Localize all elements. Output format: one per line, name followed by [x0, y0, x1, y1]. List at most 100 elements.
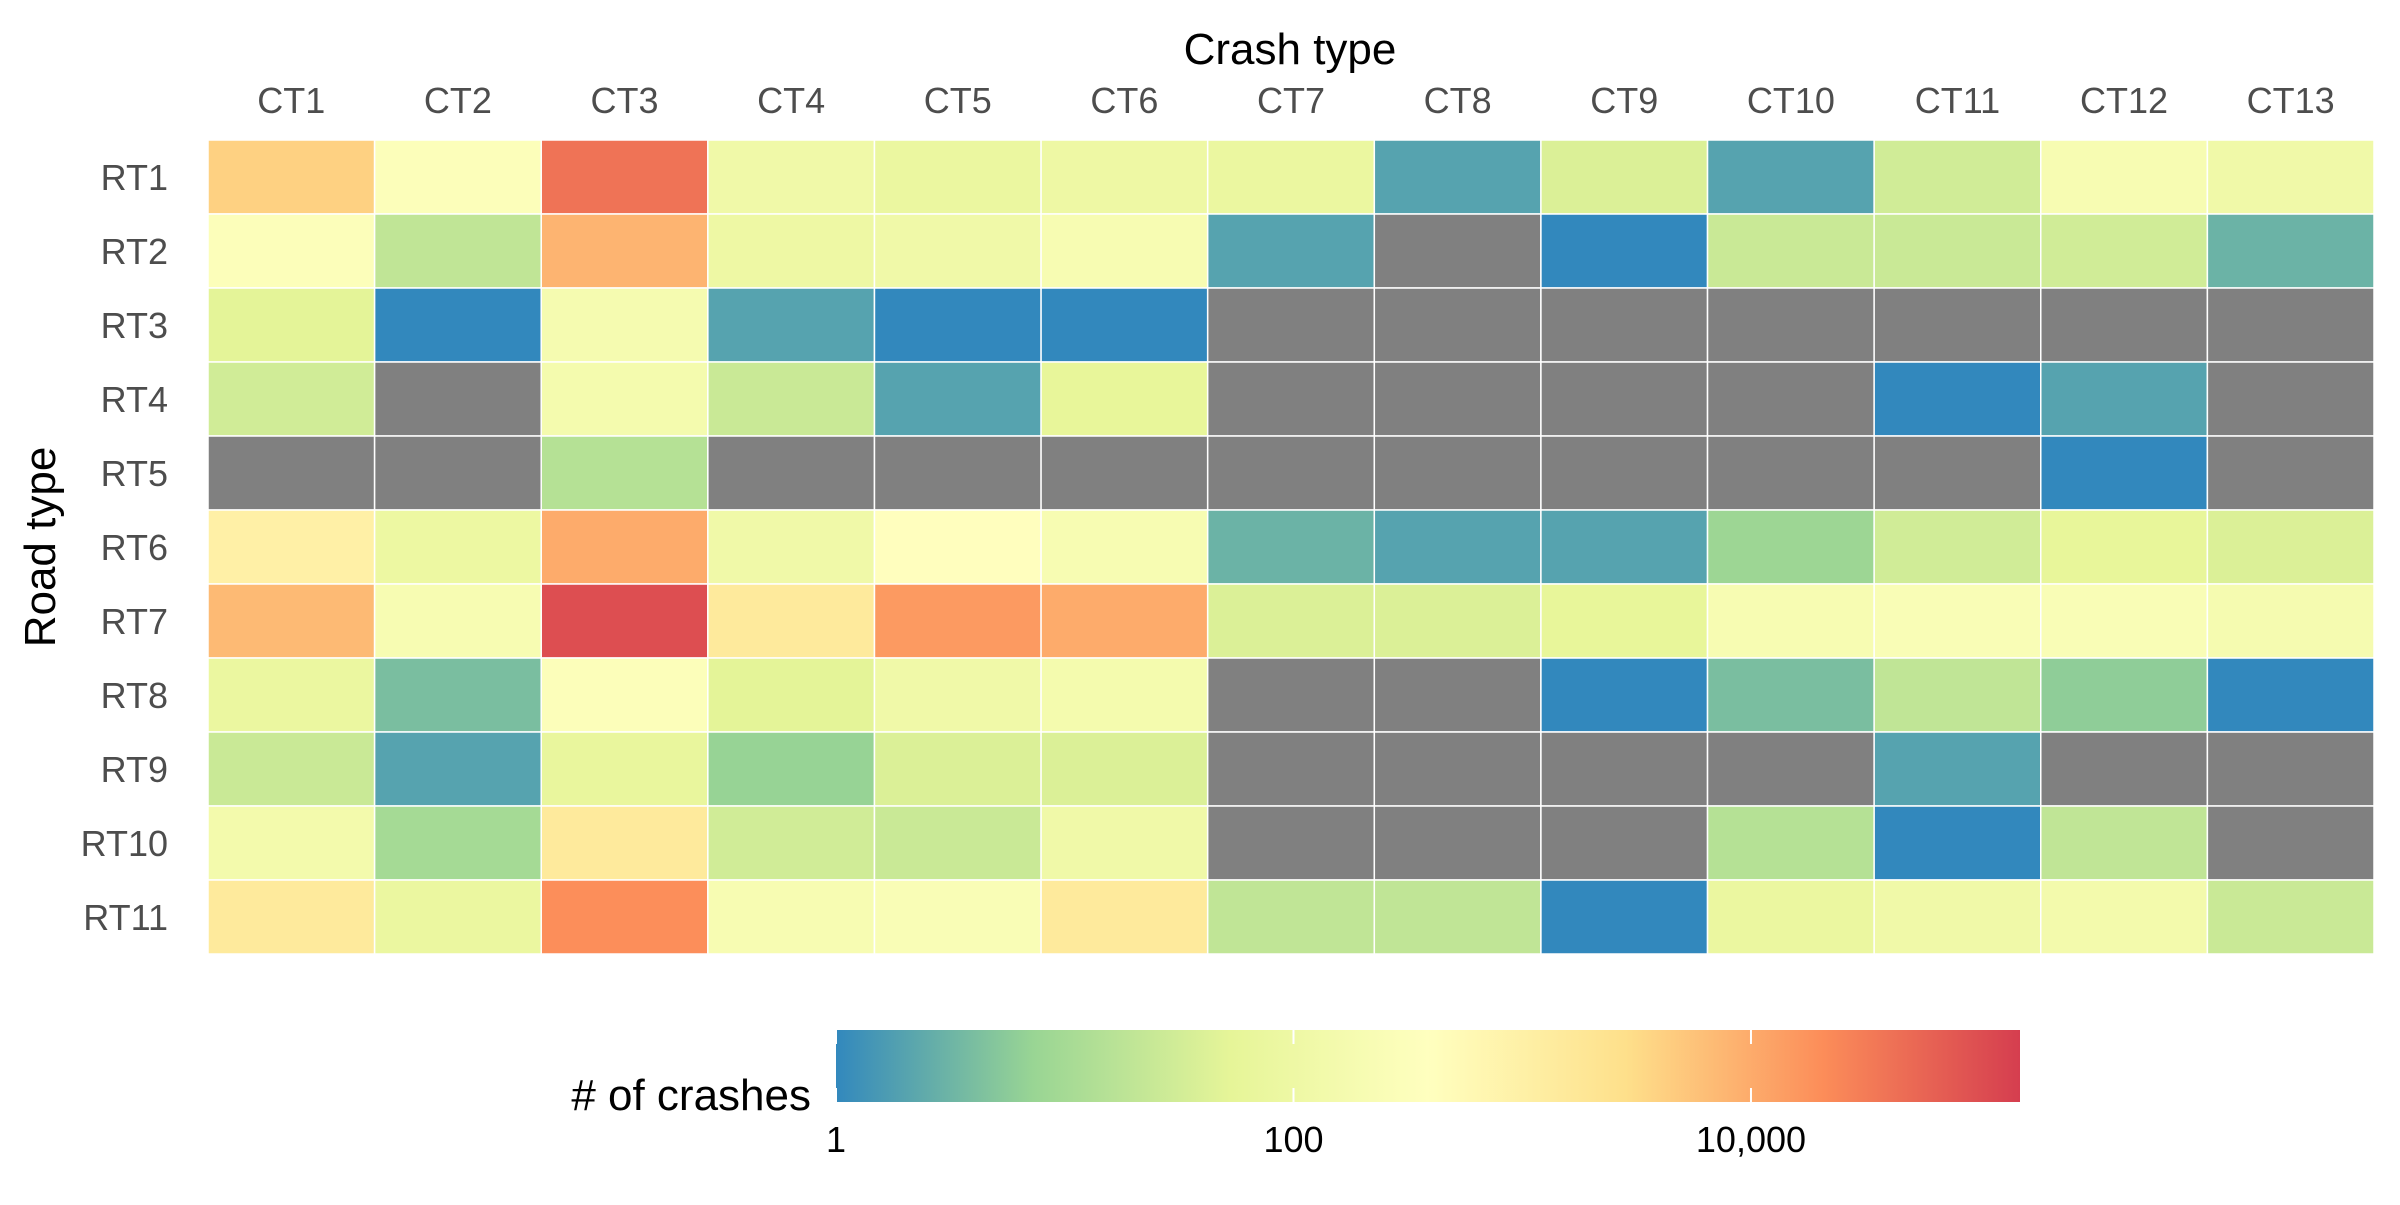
x-tick-labels: CT1 CT2 CT3 CT4 CT5 CT6 CT7 CT8 CT9 CT10 CT11 CT12 C…	[257, 80, 2334, 121]
y-tick-label: RT1	[101, 157, 168, 198]
heatmap-cell-rt2-ct10	[1706, 213, 1875, 289]
heatmap-cell-rt5-ct1	[207, 435, 376, 511]
heatmap-cell-rt6-ct13	[2206, 509, 2375, 585]
heatmap-cell-rt1-ct6	[1040, 139, 1209, 215]
heatmap-cell-rt11-ct10	[1706, 879, 1875, 955]
x-tick-label: CT11	[1915, 80, 2000, 121]
heatmap-cell-rt9-ct7	[1206, 731, 1376, 807]
colorbar	[836, 1030, 2020, 1102]
heatmap-cell-rt3-ct12	[2040, 287, 2209, 363]
heatmap-cell-rt9-ct6	[1040, 731, 1209, 807]
y-tick-label: RT10	[81, 823, 168, 864]
heatmap-cell-rt8-ct6	[1040, 657, 1209, 733]
heatmap-cell-rt11-ct7	[1206, 879, 1376, 955]
heatmap-cell-rt1-ct8	[1373, 139, 1542, 215]
x-tick-label: CT7	[1257, 80, 1325, 121]
heatmap-cell-rt4-ct3	[540, 361, 709, 437]
heatmap-cell-rt3-ct1	[207, 287, 376, 363]
heatmap-cell-rt6-ct9	[1540, 509, 1709, 585]
heatmap-cell-rt1-ct7	[1206, 139, 1376, 215]
heatmap-cell-rt3-ct9	[1540, 287, 1709, 363]
heatmap-cell-rt1-ct13	[2206, 139, 2375, 215]
heatmap-cell-rt5-ct3	[540, 435, 709, 511]
heatmap-cell-rt3-ct8	[1373, 287, 1542, 363]
heatmap-cell-rt10-ct12	[2040, 805, 2209, 881]
heatmap-cell-rt2-ct12	[2040, 213, 2209, 289]
y-tick-label: RT7	[101, 601, 168, 642]
heatmap-cell-rt2-ct5	[873, 213, 1042, 289]
heatmap-cell-rt11-ct9	[1540, 879, 1709, 955]
colorbar-tick-label: 100	[1263, 1119, 1323, 1160]
heatmap-cell-rt7-ct4	[707, 583, 876, 659]
heatmap-cell-rt5-ct7	[1206, 435, 1376, 511]
heatmap-cell-rt5-ct10	[1706, 435, 1875, 511]
x-tick-label: CT1	[257, 80, 325, 121]
heatmap-cell-rt8-ct10	[1706, 657, 1875, 733]
heatmap-cell-rt10-ct10	[1706, 805, 1875, 881]
heatmap-cell-rt11-ct1	[207, 879, 376, 955]
heatmap-cells	[207, 139, 2375, 955]
colorbar-ticks: 1 100 10,000	[826, 1030, 1806, 1160]
y-tick-label: RT8	[101, 675, 168, 716]
heatmap-cell-rt7-ct7	[1206, 583, 1376, 659]
heatmap-cell-rt4-ct9	[1540, 361, 1709, 437]
heatmap-cell-rt5-ct4	[707, 435, 876, 511]
x-tick-label: CT8	[1424, 80, 1492, 121]
heatmap-cell-rt11-ct11	[1873, 879, 2042, 955]
heatmap-cell-rt7-ct1	[207, 583, 376, 659]
x-tick-label: CT3	[591, 80, 659, 121]
heatmap-cell-rt7-ct3	[540, 583, 709, 659]
y-tick-labels: RT1 RT2 RT3 RT4 RT5 RT6 RT7 RT8 RT9 RT10 RT11	[81, 157, 168, 938]
heatmap-cell-rt9-ct2	[373, 731, 542, 807]
heatmap-cell-rt2-ct6	[1040, 213, 1209, 289]
heatmap-cell-rt8-ct9	[1540, 657, 1709, 733]
x-tick-label: CT13	[2247, 80, 2335, 121]
heatmap-cell-rt9-ct5	[873, 731, 1042, 807]
x-tick-label: CT2	[424, 80, 492, 121]
heatmap-cell-rt3-ct4	[707, 287, 876, 363]
heatmap-cell-rt9-ct10	[1706, 731, 1875, 807]
heatmap-cell-rt3-ct10	[1706, 287, 1875, 363]
heatmap-cell-rt9-ct13	[2206, 731, 2375, 807]
heatmap-cell-rt4-ct11	[1873, 361, 2042, 437]
heatmap-cell-rt10-ct1	[207, 805, 376, 881]
heatmap-cell-rt8-ct4	[707, 657, 876, 733]
heatmap-cell-rt6-ct5	[873, 509, 1042, 585]
heatmap-cell-rt1-ct11	[1873, 139, 2042, 215]
heatmap-cell-rt8-ct1	[207, 657, 376, 733]
y-tick-label: RT9	[101, 749, 168, 790]
heatmap-cell-rt6-ct6	[1040, 509, 1209, 585]
heatmap-cell-rt8-ct7	[1206, 657, 1376, 733]
heatmap-cell-rt9-ct1	[207, 731, 376, 807]
heatmap-cell-rt6-ct1	[207, 509, 376, 585]
heatmap-cell-rt1-ct4	[707, 139, 876, 215]
heatmap-cell-rt2-ct4	[707, 213, 876, 289]
heatmap-cell-rt6-ct4	[707, 509, 876, 585]
heatmap-cell-rt6-ct7	[1206, 509, 1376, 585]
heatmap-cell-rt8-ct13	[2206, 657, 2375, 733]
heatmap-cell-rt11-ct13	[2206, 879, 2375, 955]
heatmap-cell-rt5-ct9	[1540, 435, 1709, 511]
heatmap-cell-rt5-ct6	[1040, 435, 1209, 511]
heatmap-cell-rt7-ct11	[1873, 583, 2042, 659]
heatmap-cell-rt3-ct11	[1873, 287, 2042, 363]
heatmap-cell-rt2-ct13	[2206, 213, 2375, 289]
heatmap-cell-rt3-ct7	[1206, 287, 1376, 363]
heatmap-cell-rt10-ct8	[1373, 805, 1542, 881]
heatmap-cell-rt9-ct11	[1873, 731, 2042, 807]
heatmap-cell-rt2-ct1	[207, 213, 376, 289]
heatmap-cell-rt8-ct12	[2040, 657, 2209, 733]
colorbar-tick-label: 1	[826, 1119, 846, 1160]
y-tick-label: RT11	[83, 897, 168, 938]
heatmap-cell-rt10-ct13	[2206, 805, 2375, 881]
heatmap-cell-rt4-ct10	[1706, 361, 1875, 437]
heatmap-cell-rt6-ct10	[1706, 509, 1875, 585]
heatmap-cell-rt5-ct12	[2040, 435, 2209, 511]
heatmap-cell-rt11-ct3	[540, 879, 709, 955]
heatmap-cell-rt7-ct13	[2206, 583, 2375, 659]
heatmap-cell-rt7-ct5	[873, 583, 1042, 659]
heatmap-cell-rt4-ct8	[1373, 361, 1542, 437]
heatmap-cell-rt1-ct9	[1540, 139, 1709, 215]
y-tick-label: RT5	[101, 453, 168, 494]
heatmap-cell-rt4-ct13	[2206, 361, 2375, 437]
